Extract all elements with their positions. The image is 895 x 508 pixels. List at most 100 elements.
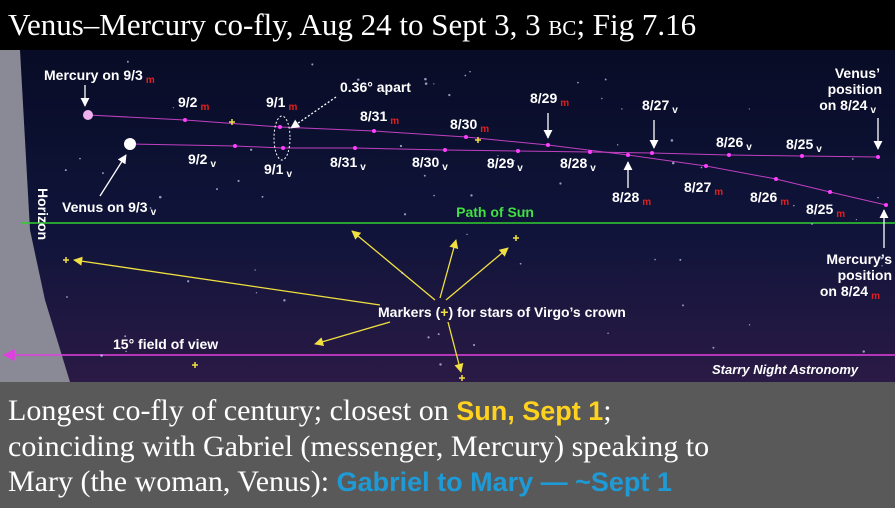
position-dot xyxy=(800,154,804,158)
date-label: 8/26 m xyxy=(750,189,789,208)
star xyxy=(427,336,430,339)
star xyxy=(803,139,805,141)
star xyxy=(158,195,162,199)
separation-label: 0.36° apart xyxy=(340,79,411,95)
star xyxy=(237,179,240,183)
star xyxy=(124,335,127,338)
arrow xyxy=(99,154,127,197)
date-label: 8/30 m xyxy=(450,116,489,135)
date: 8/31 xyxy=(330,154,357,170)
mercury-disk xyxy=(83,110,93,120)
date-label: 9/2 v xyxy=(188,151,216,170)
date: 8/29 xyxy=(530,90,557,106)
star xyxy=(79,157,81,160)
star xyxy=(672,161,675,165)
star xyxy=(700,166,703,169)
date-label: 8/31 m xyxy=(360,108,399,127)
date-label: 8/29 m xyxy=(530,90,569,109)
subscript: v xyxy=(210,159,216,170)
star xyxy=(261,195,264,198)
star xyxy=(621,108,623,110)
star xyxy=(448,93,451,97)
star xyxy=(216,188,218,191)
caption-text: Mary (the woman, Venus): xyxy=(8,465,337,498)
star xyxy=(255,292,258,294)
star xyxy=(466,233,468,236)
star xyxy=(497,155,499,157)
line: position xyxy=(828,81,882,97)
date: 8/30 xyxy=(450,116,477,132)
horizon-ground xyxy=(0,50,70,382)
position-dot xyxy=(516,149,520,153)
star xyxy=(601,97,603,100)
subscript: v xyxy=(672,105,678,116)
caption: Longest co-fly of century; closest on Su… xyxy=(0,382,895,508)
title-main: Venus–Mercury co-fly, Aug 24 to Sept 3, … xyxy=(8,7,549,42)
line: Venus’ xyxy=(835,65,880,81)
position-dot xyxy=(650,151,654,155)
venus-end-label: Venus’ position on 8/24 v xyxy=(819,65,882,116)
star-markers xyxy=(63,119,519,381)
date-label: 8/30 v xyxy=(412,154,448,173)
subscript: m xyxy=(714,187,723,198)
star xyxy=(311,63,314,66)
star xyxy=(559,182,562,185)
date-label: 9/1 m xyxy=(266,94,297,113)
title-end: ; Fig 7.16 xyxy=(576,7,697,42)
star xyxy=(424,77,427,81)
position-dot xyxy=(876,155,880,159)
star xyxy=(64,169,67,172)
position-dot xyxy=(828,190,832,194)
star xyxy=(403,213,407,216)
arrow xyxy=(445,247,509,301)
date-label: 8/25 m xyxy=(806,201,845,220)
venus-disk xyxy=(124,138,136,150)
position-dot xyxy=(727,153,731,157)
date-label: 8/25 v xyxy=(786,136,822,155)
star xyxy=(607,332,609,335)
star xyxy=(880,257,883,260)
date: 8/28 xyxy=(560,155,587,171)
date-label: 9/1 v xyxy=(264,161,292,180)
date: 8/30 xyxy=(412,154,439,170)
mercury-end-label: Mercury’s position on 8/24 m xyxy=(820,251,892,302)
date: 8/25 xyxy=(786,136,813,152)
position-dot xyxy=(233,144,237,148)
star xyxy=(401,271,404,274)
arrow xyxy=(447,321,464,373)
star xyxy=(748,108,750,110)
star xyxy=(881,265,883,267)
arrow xyxy=(73,256,381,306)
caption-text: ; xyxy=(603,394,612,427)
mercury-start-label: Mercury on 9/3 m xyxy=(44,67,155,86)
star xyxy=(654,258,656,261)
star xyxy=(126,60,129,63)
star xyxy=(423,174,426,177)
date: 8/26 xyxy=(716,134,743,150)
subscript: v xyxy=(870,105,876,116)
subscript: m xyxy=(560,98,569,109)
star xyxy=(128,76,130,78)
date: 9/1 xyxy=(264,161,284,177)
star xyxy=(855,218,858,221)
position-dot xyxy=(183,118,187,122)
subscript: m xyxy=(288,102,297,113)
position-dot xyxy=(546,143,550,147)
date: 8/27 xyxy=(642,97,669,113)
plus: + xyxy=(440,304,448,320)
text: ) for stars of Virgo’s crown xyxy=(448,304,625,320)
subscript: m xyxy=(836,209,845,220)
position-dot xyxy=(353,146,357,150)
date-label: 8/28 v xyxy=(560,155,596,174)
star xyxy=(102,172,104,175)
star xyxy=(158,341,161,344)
position-dot xyxy=(464,135,468,139)
date-label: 8/28 m xyxy=(612,189,651,208)
star xyxy=(616,144,619,146)
star xyxy=(254,269,256,271)
date: 8/29 xyxy=(487,155,514,171)
star xyxy=(862,350,865,353)
star xyxy=(604,78,607,81)
star xyxy=(187,280,190,283)
